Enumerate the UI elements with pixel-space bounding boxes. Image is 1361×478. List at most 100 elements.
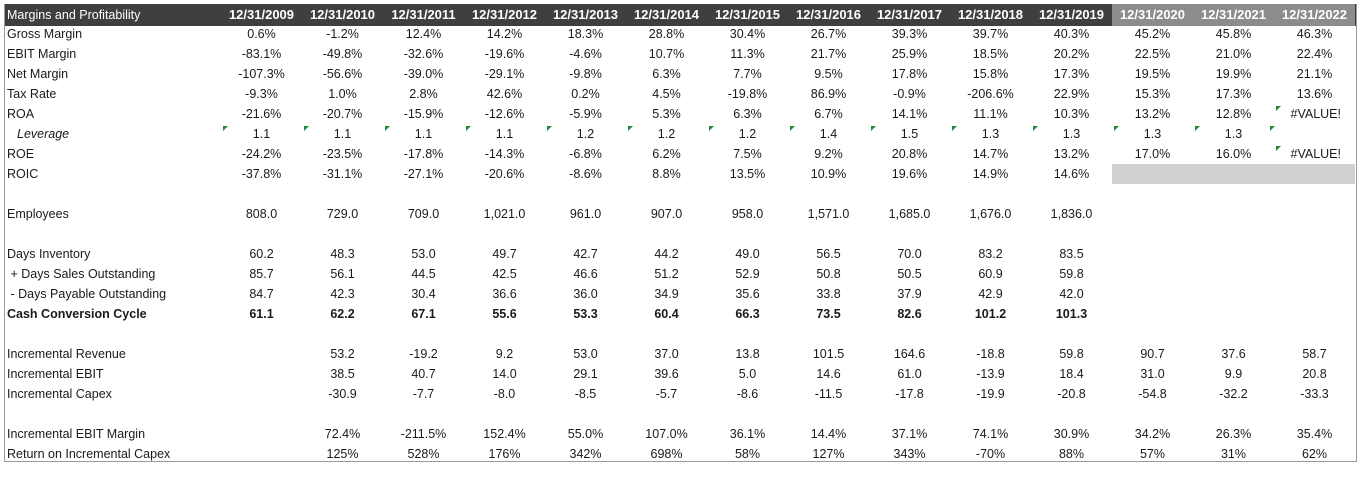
- value-cell[interactable]: [1274, 184, 1355, 204]
- value-cell[interactable]: 40.3%: [1053, 27, 1090, 41]
- value-cell[interactable]: -20.8: [1057, 387, 1086, 401]
- value-cell[interactable]: [950, 224, 1031, 244]
- value-cell[interactable]: 90.7: [1140, 347, 1165, 361]
- value-cell[interactable]: 6.3%: [652, 67, 681, 81]
- value-cell[interactable]: 53.3: [573, 307, 598, 321]
- value-cell[interactable]: 1.2: [576, 127, 595, 141]
- value-cell[interactable]: 83.2: [978, 247, 1003, 261]
- value-cell[interactable]: -17.8: [895, 387, 924, 401]
- value-cell[interactable]: [1112, 324, 1193, 344]
- value-cell[interactable]: -18.8: [976, 347, 1005, 361]
- value-cell[interactable]: [1193, 324, 1274, 344]
- value-cell[interactable]: 86.9%: [810, 87, 847, 101]
- value-cell[interactable]: [221, 184, 302, 204]
- value-cell[interactable]: -83.1%: [241, 47, 282, 61]
- value-cell[interactable]: 14.9%: [972, 167, 1009, 181]
- row-label[interactable]: + Days Sales Outstanding: [7, 267, 156, 281]
- year-header[interactable]: 12/31/2017: [876, 7, 943, 22]
- value-cell[interactable]: 55.0%: [567, 427, 604, 441]
- row-label[interactable]: ROE: [7, 147, 35, 161]
- row-label[interactable]: Days Inventory: [7, 247, 91, 261]
- value-cell[interactable]: [1112, 164, 1193, 184]
- value-cell[interactable]: 13.6%: [1296, 87, 1333, 101]
- row-label[interactable]: [5, 324, 221, 344]
- value-cell[interactable]: 14.1%: [891, 107, 928, 121]
- value-cell[interactable]: 45.8%: [1215, 27, 1252, 41]
- year-header[interactable]: 12/31/2016: [795, 7, 862, 22]
- value-cell[interactable]: [1193, 224, 1274, 244]
- value-cell[interactable]: [1031, 324, 1112, 344]
- row-label[interactable]: Employees: [7, 207, 69, 221]
- value-cell[interactable]: 39.3%: [891, 27, 928, 41]
- value-cell[interactable]: [1274, 204, 1355, 224]
- value-cell[interactable]: 1.3: [981, 127, 1000, 141]
- value-cell[interactable]: [1112, 264, 1193, 284]
- value-cell[interactable]: 59.8: [1059, 267, 1084, 281]
- value-cell[interactable]: [869, 404, 950, 424]
- row-label[interactable]: Cash Conversion Cycle: [7, 307, 147, 321]
- value-cell[interactable]: 52.9: [735, 267, 760, 281]
- value-cell[interactable]: 5.0: [738, 367, 757, 381]
- value-cell[interactable]: 709.0: [407, 207, 440, 221]
- value-cell[interactable]: 1.1: [495, 127, 514, 141]
- value-cell[interactable]: 1.1: [333, 127, 352, 141]
- value-cell[interactable]: #VALUE!: [1290, 147, 1342, 161]
- value-cell[interactable]: 73.5: [816, 307, 841, 321]
- value-cell[interactable]: [221, 424, 302, 444]
- value-cell[interactable]: 12.8%: [1215, 107, 1252, 121]
- value-cell[interactable]: 37.6: [1221, 347, 1246, 361]
- value-cell[interactable]: 51.2: [654, 267, 679, 281]
- value-cell[interactable]: 14.0: [492, 367, 517, 381]
- value-cell[interactable]: [1112, 244, 1193, 264]
- value-cell[interactable]: -4.6%: [569, 47, 602, 61]
- value-cell[interactable]: 20.2%: [1053, 47, 1090, 61]
- value-cell[interactable]: [302, 224, 383, 244]
- value-cell[interactable]: 1.1: [252, 127, 271, 141]
- value-cell[interactable]: 44.2: [654, 247, 679, 261]
- value-cell[interactable]: 35.6: [735, 287, 760, 301]
- value-cell[interactable]: 19.5%: [1134, 67, 1171, 81]
- section-title[interactable]: Margins and Profitability: [7, 8, 141, 22]
- value-cell[interactable]: [1193, 164, 1274, 184]
- value-cell[interactable]: -8.6: [736, 387, 759, 401]
- row-label[interactable]: Incremental Capex: [7, 387, 112, 401]
- value-cell[interactable]: 101.2: [974, 307, 1007, 321]
- row-label[interactable]: Incremental Revenue: [7, 347, 126, 361]
- value-cell[interactable]: 37.9: [897, 287, 922, 301]
- value-cell[interactable]: [707, 324, 788, 344]
- value-cell[interactable]: 17.3%: [1053, 67, 1090, 81]
- value-cell[interactable]: [545, 224, 626, 244]
- value-cell[interactable]: [464, 404, 545, 424]
- value-cell[interactable]: [221, 224, 302, 244]
- value-cell[interactable]: [1274, 264, 1355, 284]
- value-cell[interactable]: 36.6: [492, 287, 517, 301]
- year-header[interactable]: 12/31/2018: [957, 7, 1024, 22]
- value-cell[interactable]: 342%: [569, 447, 602, 461]
- value-cell[interactable]: 808.0: [245, 207, 278, 221]
- value-cell[interactable]: #VALUE!: [1290, 107, 1342, 121]
- value-cell[interactable]: 60.2: [249, 247, 274, 261]
- value-cell[interactable]: -19.2: [409, 347, 438, 361]
- value-cell[interactable]: 1,836.0: [1050, 207, 1093, 221]
- value-cell[interactable]: 20.8: [1302, 367, 1327, 381]
- value-cell[interactable]: 14.6: [816, 367, 841, 381]
- value-cell[interactable]: 343%: [893, 447, 926, 461]
- row-label[interactable]: ROA: [7, 107, 35, 121]
- value-cell[interactable]: [869, 324, 950, 344]
- value-cell[interactable]: [464, 224, 545, 244]
- value-cell[interactable]: 127%: [812, 447, 845, 461]
- value-cell[interactable]: 31%: [1220, 447, 1247, 461]
- value-cell[interactable]: 1.3: [1224, 127, 1243, 141]
- value-cell[interactable]: [869, 224, 950, 244]
- value-cell[interactable]: 13.8: [735, 347, 760, 361]
- value-cell[interactable]: [788, 224, 869, 244]
- value-cell[interactable]: 9.2: [495, 347, 514, 361]
- value-cell[interactable]: 1,571.0: [807, 207, 850, 221]
- value-cell[interactable]: 528%: [407, 447, 440, 461]
- value-cell[interactable]: 22.9%: [1053, 87, 1090, 101]
- value-cell[interactable]: [383, 224, 464, 244]
- value-cell[interactable]: [221, 404, 302, 424]
- row-label[interactable]: Tax Rate: [7, 87, 57, 101]
- value-cell[interactable]: 70.0: [897, 247, 922, 261]
- value-cell[interactable]: 83.5: [1059, 247, 1084, 261]
